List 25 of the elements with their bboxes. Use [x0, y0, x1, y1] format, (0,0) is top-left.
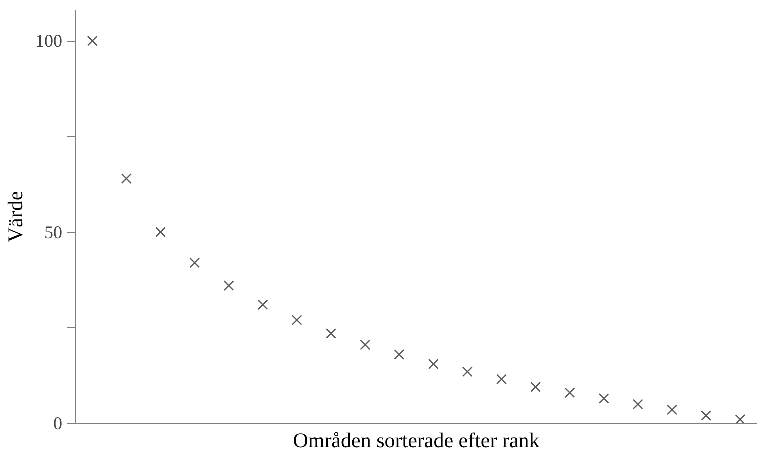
point: [530, 382, 542, 392]
point: [190, 258, 200, 268]
point: [632, 399, 644, 410]
point: [564, 388, 576, 398]
point: [462, 366, 473, 378]
point: [701, 410, 712, 422]
point: [496, 374, 507, 385]
y-tick-label: 100: [36, 31, 62, 52]
point: [292, 315, 302, 326]
point: [667, 404, 678, 416]
y-tick-label: 0: [54, 414, 62, 434]
point: [598, 393, 610, 404]
point: [326, 328, 336, 339]
point: [735, 414, 746, 424]
y-tick-label: 50: [44, 222, 62, 242]
point: [87, 36, 98, 46]
point: [224, 280, 234, 292]
point: [121, 174, 132, 184]
x-axis-title: Områden sorterade efter rank: [293, 428, 540, 452]
point: [360, 340, 371, 350]
point: [428, 358, 439, 370]
point: [394, 349, 405, 360]
point: [156, 227, 166, 238]
point: [258, 300, 268, 310]
y-axis-title: Värde: [4, 191, 28, 243]
